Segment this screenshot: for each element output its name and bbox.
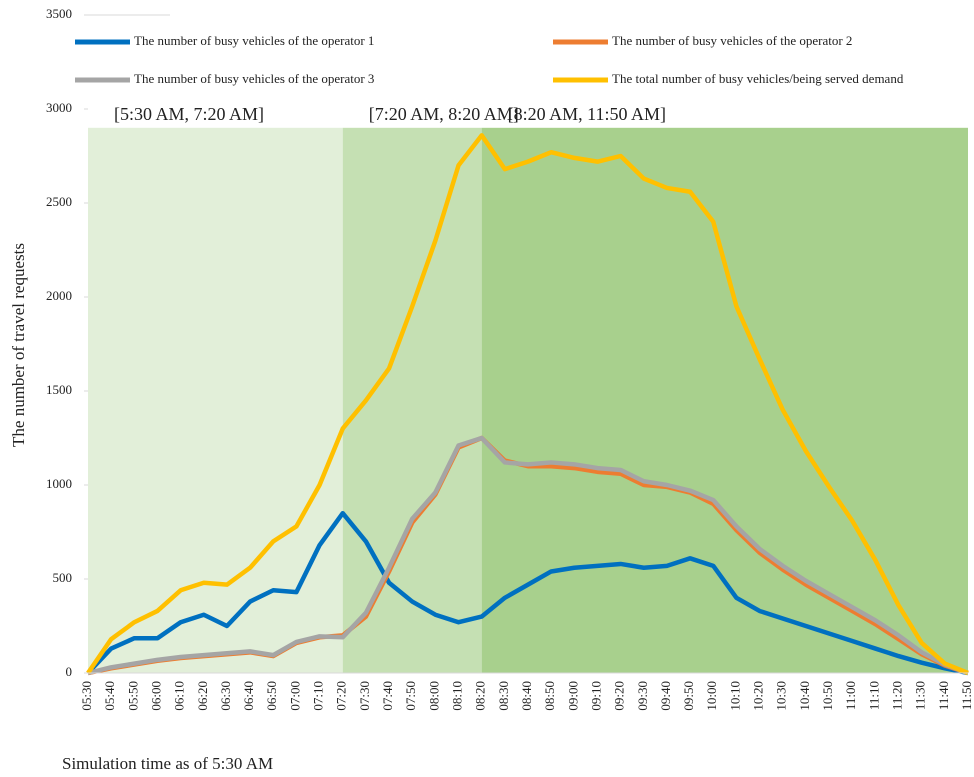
x-tick-label: 05:30 xyxy=(79,681,94,711)
legend-label: The number of busy vehicles of the opera… xyxy=(134,71,374,86)
legend-label: The number of busy vehicles of the opera… xyxy=(612,33,852,48)
x-tick-label: 08:50 xyxy=(542,681,557,711)
x-tick-label: 06:20 xyxy=(195,681,210,711)
x-tick-label: 06:50 xyxy=(264,681,279,711)
x-tick-label: 09:30 xyxy=(635,681,650,711)
x-tick-label: 07:00 xyxy=(287,681,302,711)
x-tick-label: 06:30 xyxy=(218,681,233,711)
period-region xyxy=(481,127,968,674)
x-tick-label: 09:20 xyxy=(612,681,627,711)
y-tick-label: 500 xyxy=(53,570,73,585)
x-tick-label: 10:50 xyxy=(820,681,835,711)
x-tick-label: 09:00 xyxy=(565,681,580,711)
x-tick-label: 07:10 xyxy=(311,681,326,711)
x-tick-label: 07:20 xyxy=(334,681,349,711)
regions xyxy=(88,127,968,674)
x-tick-label: 11:30 xyxy=(913,681,928,710)
x-tick-label: 05:40 xyxy=(102,681,117,711)
x-tick-label: 10:10 xyxy=(727,681,742,711)
y-tick-label: 1000 xyxy=(46,476,72,491)
x-tick-label: 11:50 xyxy=(959,681,974,710)
x-tick-label: 06:10 xyxy=(172,681,187,711)
x-tick-label: 08:10 xyxy=(450,681,465,711)
series-line xyxy=(87,435,969,676)
y-tick-label: 2500 xyxy=(46,194,72,209)
legend-label: The number of busy vehicles of the opera… xyxy=(134,33,374,48)
x-tick-label: 05:50 xyxy=(125,681,140,711)
period-label: [7:20 AM, 8:20 AM] xyxy=(369,104,519,124)
y-tick-label: 0 xyxy=(66,664,73,679)
x-tick-label: 09:50 xyxy=(681,681,696,711)
y-tick-label: 3500 xyxy=(46,6,72,21)
x-tick-label: 11:00 xyxy=(843,681,858,710)
series-line xyxy=(86,133,969,676)
period-label: [5:30 AM, 7:20 AM] xyxy=(114,104,264,124)
y-tick-label: 1500 xyxy=(46,382,72,397)
period-region xyxy=(88,127,343,674)
x-tick-label: 10:30 xyxy=(774,681,789,711)
x-tick-label: 08:00 xyxy=(426,681,441,711)
x-axis-title: Simulation time as of 5:30 AM xyxy=(62,754,273,773)
x-tick-label: 08:40 xyxy=(519,681,534,711)
x-tick-label: 11:20 xyxy=(890,681,905,710)
x-tick-label: 09:10 xyxy=(588,681,603,711)
x-tick-label: 06:40 xyxy=(241,681,256,711)
x-tick-label: 07:40 xyxy=(380,681,395,711)
y-axis-title: The number of travel requests xyxy=(9,243,28,447)
x-tick-label: 08:30 xyxy=(496,681,511,711)
series-line xyxy=(86,510,969,676)
y-tick-label: 3000 xyxy=(46,100,72,115)
legend-label: The total number of busy vehicles/being … xyxy=(612,71,904,86)
x-tick-label: 10:00 xyxy=(704,681,719,711)
lines xyxy=(86,133,969,676)
x-tick-label: 08:20 xyxy=(473,681,488,711)
x-tick-label: 10:20 xyxy=(751,681,766,711)
x-tick-label: 07:30 xyxy=(357,681,372,711)
x-tick-label: 07:50 xyxy=(403,681,418,711)
period-label: [8:20 AM, 11:50 AM] xyxy=(508,104,666,124)
x-tick-label: 11:10 xyxy=(866,681,881,710)
y-tick-label: 2000 xyxy=(46,288,72,303)
x-tick-label: 09:40 xyxy=(658,681,673,711)
x-tick-label: 10:40 xyxy=(797,681,812,711)
x-tick-label: 11:40 xyxy=(936,681,951,710)
x-tick-label: 06:00 xyxy=(148,681,163,711)
